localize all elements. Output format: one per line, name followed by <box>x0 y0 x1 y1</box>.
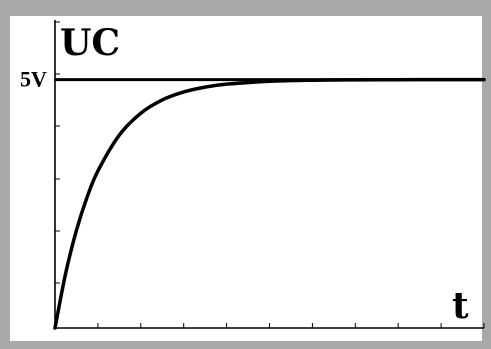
chart-panel <box>10 16 482 341</box>
y-axis-label: UC <box>60 22 120 64</box>
series-line-charging-curve <box>53 77 486 330</box>
x-axis-ticks <box>97 323 485 328</box>
reference-label: 5V <box>20 67 47 92</box>
x-axis-label: t <box>452 285 469 327</box>
